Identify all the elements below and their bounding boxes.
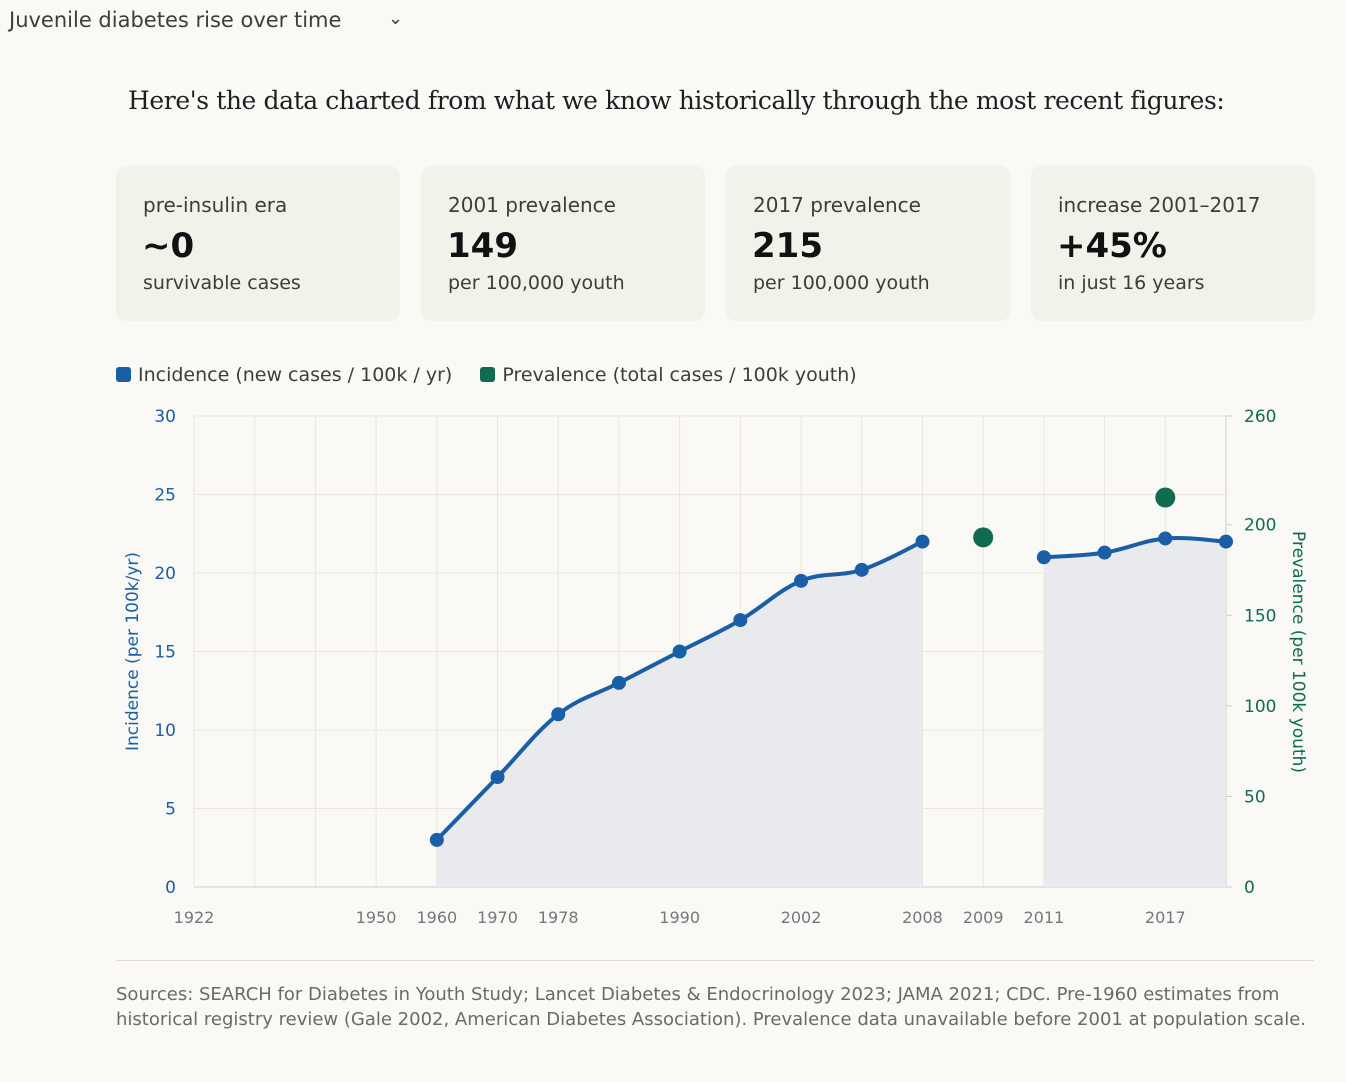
stat-value: 149 [447, 226, 518, 266]
stat-label: 2017 prevalence [753, 193, 921, 217]
legend-label: Incidence (new cases / 100k / yr) [138, 364, 453, 386]
y-tick-label-right: 260 [1244, 407, 1276, 427]
y-tick-label-left: 15 [154, 643, 176, 663]
incidence-line [1043, 536, 1227, 560]
x-tick-label: 1922 [174, 908, 215, 927]
stat-label: pre-insulin era [143, 193, 288, 217]
legend-swatch-icon [116, 367, 131, 382]
sources-text: Sources: SEARCH for Diabetes in Youth St… [116, 984, 1307, 1030]
incidence-point [551, 707, 566, 722]
x-tick-label: 2008 [902, 908, 943, 927]
y-tick-label-right: 150 [1244, 606, 1276, 626]
stat-sub: per 100,000 youth [753, 272, 930, 294]
incidence-point [1036, 550, 1051, 565]
y-axis-title-right: Prevalence (per 100k youth) [1288, 531, 1308, 773]
chart-canvas: 0 5 10 15 20 25 30 0 50 100 150 200 260 1922 1950 1960 1… [123, 407, 1308, 927]
x-tick-label: 1950 [356, 908, 397, 927]
stat-label: increase 2001–2017 [1058, 193, 1261, 217]
stat-value: 215 [752, 226, 823, 266]
x-tick-label: 2002 [781, 908, 822, 927]
incidence-point [733, 613, 748, 628]
stat-card-2017: 2017 prevalence 215 per 100,000 youth [726, 166, 1010, 321]
stat-value: ~0 [142, 226, 195, 266]
stat-label: 2001 prevalence [448, 193, 616, 217]
x-tick-label: 2017 [1145, 908, 1186, 927]
stat-sub: in just 16 years [1058, 272, 1205, 294]
conversation-title[interactable]: Juvenile diabetes rise over time [9, 8, 342, 32]
y-tick-label-left: 5 [165, 800, 176, 820]
x-tick-label: 1970 [477, 908, 518, 927]
y-tick-label-left: 25 [154, 486, 176, 506]
y-tick-label-right: 200 [1244, 516, 1276, 536]
prevalence-point [1155, 487, 1176, 508]
chevron-down-icon[interactable]: ⌄ [388, 8, 404, 29]
incidence-area [436, 541, 923, 887]
legend-item-incidence[interactable]: Incidence (new cases / 100k / yr) [116, 364, 452, 386]
y-tick-label-left: 0 [165, 878, 176, 898]
incidence-area [1043, 537, 1226, 887]
x-tick-label: 1978 [538, 908, 579, 927]
y-tick-label-right: 50 [1244, 787, 1266, 807]
stat-card-increase: increase 2001–2017 +45% in just 16 years [1031, 166, 1315, 321]
incidence-point [1158, 531, 1173, 546]
incidence-point [794, 573, 809, 588]
y-tick-label-right: 100 [1244, 697, 1276, 717]
incidence-point [611, 675, 626, 690]
legend-swatch-icon [480, 367, 496, 382]
prevalence-point [973, 527, 994, 548]
legend-item-prevalence[interactable]: Prevalence (total cases / 100k youth) [480, 364, 857, 386]
y-tick-label-right: 0 [1244, 878, 1255, 898]
incidence-point [915, 534, 930, 549]
incidence-point [1097, 545, 1112, 560]
y-tick-label-left: 10 [154, 721, 176, 741]
incidence-point [429, 832, 444, 847]
incidence-point [672, 644, 687, 659]
stat-sub: per 100,000 youth [448, 272, 625, 294]
y-axis-title-left: Incidence (per 100k/yr) [123, 552, 143, 751]
x-tick-label: 2011 [1024, 908, 1065, 927]
x-tick-label: 2009 [963, 908, 1004, 927]
legend-label: Prevalence (total cases / 100k youth) [502, 364, 857, 386]
x-tick-label: 1960 [416, 908, 457, 927]
y-tick-label-left: 30 [154, 407, 176, 427]
x-tick-label: 1990 [659, 908, 700, 927]
incidence-point [1219, 534, 1233, 549]
intro-text: Here's the data charted from what we kno… [128, 86, 1225, 115]
y-tick-label-left: 20 [154, 564, 176, 584]
chart-legend: Incidence (new cases / 100k / yr) Preval… [116, 364, 857, 386]
stat-card-2001: 2001 prevalence 149 per 100,000 youth [421, 166, 705, 321]
stat-value: +45% [1057, 226, 1167, 266]
incidence-point [854, 562, 869, 577]
divider [116, 960, 1314, 961]
incidence-point [490, 770, 505, 785]
stat-card-pre-insulin: pre-insulin era ~0 survivable cases [116, 166, 400, 321]
stat-sub: survivable cases [143, 272, 301, 294]
